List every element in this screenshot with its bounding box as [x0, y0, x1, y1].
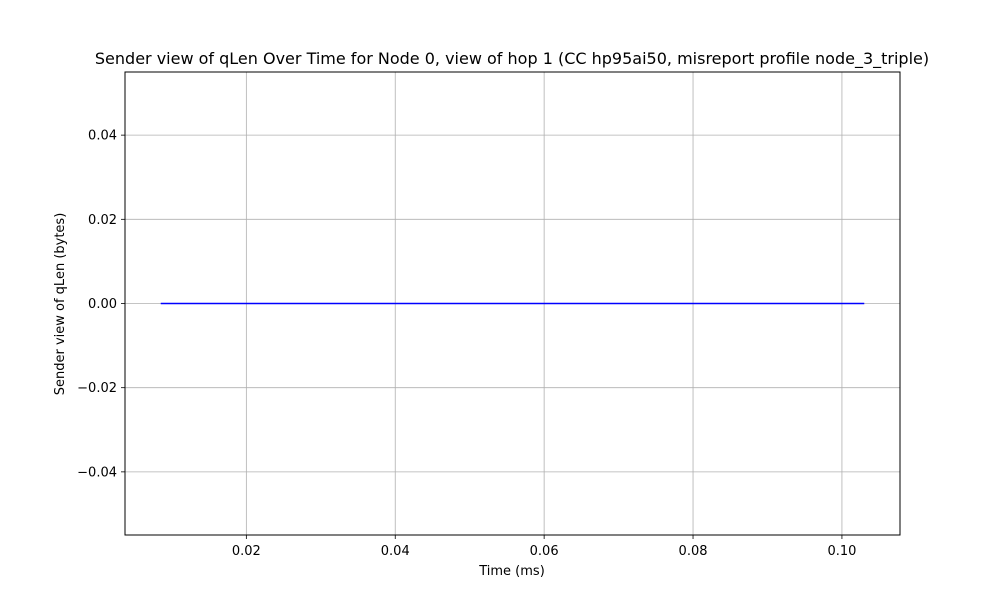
y-axis-label: Sender view of qLen (bytes): [53, 213, 68, 396]
x-tick-label: 0.08: [679, 544, 708, 559]
x-axis-label: Time (ms): [478, 564, 545, 579]
y-tick-label: 0.02: [88, 213, 117, 228]
x-tick-label: 0.04: [381, 544, 410, 559]
x-tick-label: 0.10: [827, 544, 856, 559]
x-tick-label: 0.06: [530, 544, 559, 559]
y-tick-label: 0.04: [88, 129, 117, 144]
y-tick-label: −0.02: [77, 381, 117, 396]
y-tick-label: −0.04: [77, 465, 117, 480]
chart-title: Sender view of qLen Over Time for Node 0…: [95, 49, 929, 69]
y-tick-label: 0.00: [88, 297, 117, 312]
x-tick-label: 0.02: [232, 544, 261, 559]
tick-layer: 0.02 0.04 0.06 0.08 0.10 −0.04 −0.02 0.00 0.02 0.…: [77, 129, 856, 559]
